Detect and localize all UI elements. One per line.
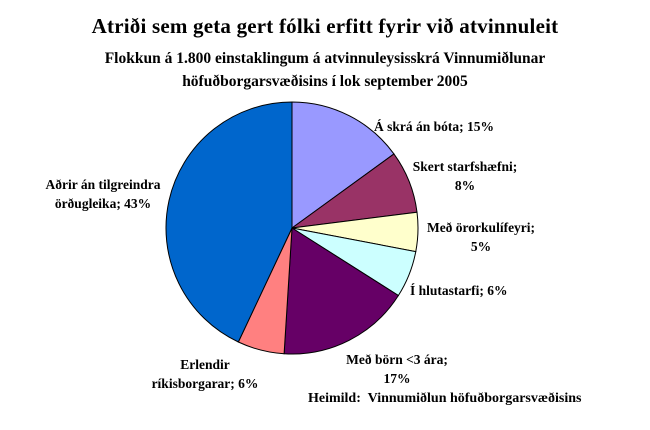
pie-label-line: Erlendir [180,357,230,372]
pie-label-line: Skert starfshæfni; [412,159,518,174]
pie-label-erlendir-rikisborgarar: Erlendir ríkisborgarar; 6% [130,355,280,393]
pie-label-med-born-under-3: Með börn <3 ára; 17% [327,350,467,388]
pie-chart [165,101,419,355]
pie-label-line: ríkisborgarar; 6% [151,376,259,391]
pie-label-line: 8% [454,178,476,193]
pie-label-line: Með börn <3 ára; [346,352,448,367]
pie-label-line: örðugleika; 43% [54,196,152,211]
pie-label-line: Í hlutastarfi; 6% [410,283,508,298]
chart-subtitle-line1: Flokkun á 1.800 einstaklingum á atvinnul… [104,50,546,67]
pie-label-adrir-an-tilgreindra: Aðrir án tilgreindra örðugleika; 43% [18,175,188,213]
pie-label-line: Á skrá án bóta; 15% [374,119,495,134]
pie-label-med-ororkulifeyri: Með örorkulífeyri; 5% [406,218,556,256]
pie-label-line: 5% [470,239,492,254]
pie-label-i-hlutastarfi: Í hlutastarfi; 6% [410,281,508,300]
pie-slice-6 [165,101,293,343]
pie-slice-4 [283,227,400,355]
chart-subtitle-line2: höfuðborgarsvæðisins í lok september 200… [182,73,468,90]
pie-label-line: Með örorkulífeyri; [426,220,536,235]
pie-label-skert-starfshaefni: Skert starfshæfni; 8% [395,157,535,195]
pie-label-line: 17% [383,371,411,386]
pie-label-a-skra-an-bota: Á skrá án bóta; 15% [374,117,494,136]
chart-subtitle: Flokkun á 1.800 einstaklingum á atvinnul… [0,47,650,93]
pie-slice-0 [291,101,395,229]
source-note: Heimild: Vinnumiðlun höfuðborgarsvæðisin… [308,391,582,406]
chart-title: Atriði sem geta gert fólki erfitt fyrir … [91,14,559,38]
pie-label-line: Aðrir án tilgreindra [45,177,161,192]
